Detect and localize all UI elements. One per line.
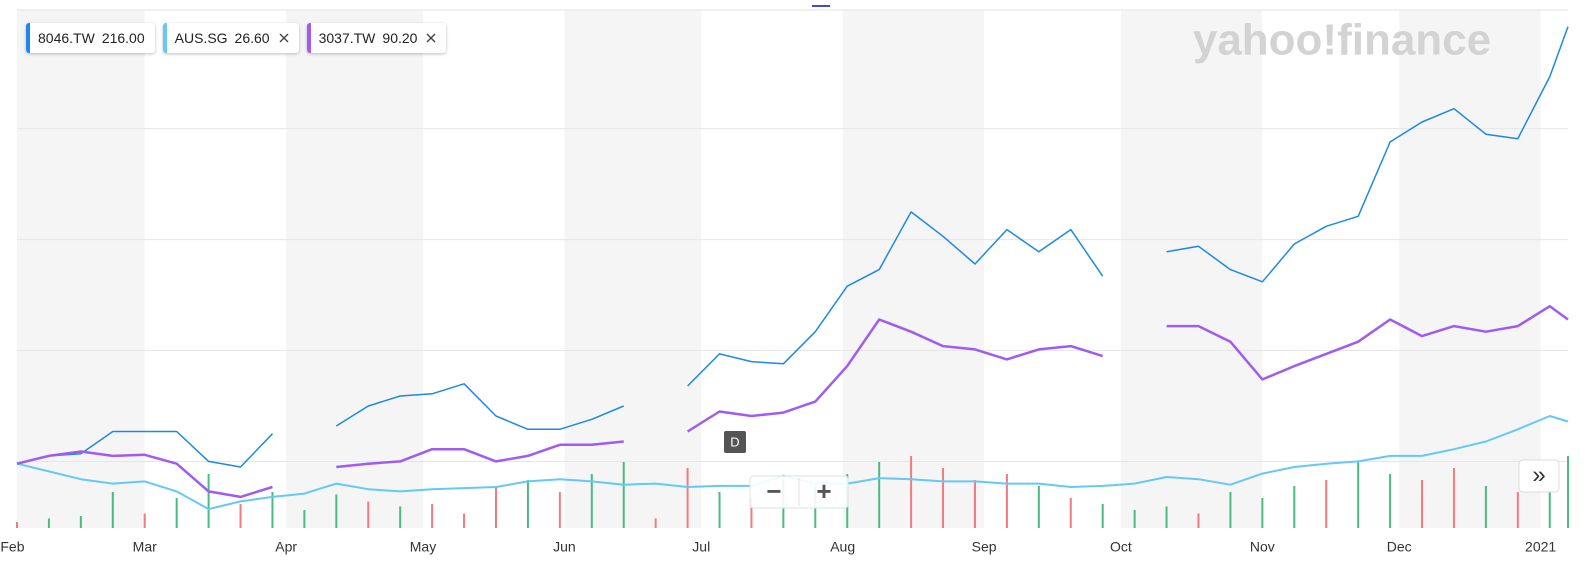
month-band [842, 10, 985, 528]
x-tick-label: May [410, 539, 436, 555]
x-tick-label: Dec [1387, 539, 1412, 555]
interval-badge[interactable] [724, 431, 746, 453]
volume-bar [431, 504, 434, 528]
x-tick-label: 2021 [1525, 539, 1556, 555]
volume-bar [878, 462, 881, 528]
volume-bar [175, 498, 178, 528]
x-tick-label: Oct [1110, 539, 1132, 555]
volume-bar [1261, 498, 1264, 528]
x-tick-label: Nov [1250, 539, 1275, 555]
watermark: yahoo!finance [1193, 16, 1491, 65]
x-tick-label: Jul [692, 539, 710, 555]
lines [16, 26, 1569, 511]
volume-bar [558, 492, 561, 528]
volume-bar [367, 501, 370, 528]
volume-bar [1548, 480, 1551, 528]
volume-bar [1165, 506, 1168, 528]
cross [426, 33, 436, 43]
volume-bar [463, 513, 466, 528]
expand-icon: » [1532, 461, 1545, 488]
legend-swatch [26, 23, 30, 53]
volume-bar [686, 468, 689, 528]
volume-bar [335, 494, 338, 528]
expand-button[interactable] [1518, 459, 1560, 493]
x-tick-label: Mar [133, 539, 157, 555]
volume-bar [239, 504, 242, 528]
legend-name: 8046.TW [38, 30, 95, 46]
month-band [1399, 10, 1541, 528]
month-band [564, 10, 702, 528]
volume-bar [718, 492, 721, 528]
volume-bar [1101, 504, 1104, 528]
month-band [17, 10, 145, 528]
x-tick-label: Aug [830, 539, 855, 555]
volume-bar [271, 492, 274, 528]
legend-item[interactable]: AUS.SG 26.60 [162, 23, 299, 53]
volume-bar [494, 486, 497, 528]
volume-bar [1037, 486, 1040, 528]
volume-bar [1452, 468, 1455, 528]
volume-bar [654, 518, 657, 528]
cross [279, 33, 289, 43]
volume-bar [526, 480, 529, 528]
remove-icon[interactable] [426, 33, 436, 43]
month-bands [17, 10, 1541, 528]
volume-bar [1197, 513, 1200, 528]
series-line [16, 26, 1569, 468]
volume-bar [1133, 510, 1136, 528]
volume-bar [1567, 456, 1569, 528]
volume-bar [111, 492, 114, 528]
volume-bar [750, 498, 753, 528]
legend-value: 90.20 [382, 30, 418, 46]
interval-label: D [730, 434, 739, 449]
volume-bar [910, 456, 913, 528]
volume-bar [47, 518, 50, 528]
volume-bar [207, 474, 210, 528]
x-tick-label: Jun [553, 539, 576, 555]
volume-bar [1484, 486, 1487, 528]
legend-swatch [162, 23, 167, 53]
volume-bar [1357, 462, 1360, 528]
volume-bar [16, 522, 18, 528]
legend-value: 26.60 [234, 30, 270, 46]
volume-bar [143, 513, 146, 528]
legend-swatch [306, 23, 311, 53]
x-axis: Feb Mar Apr May Jun Jul Aug Sep Oct Nov Dec 2021 [0, 539, 1556, 555]
legend-name: AUS.SG [174, 30, 228, 46]
volume-bar [1389, 474, 1392, 528]
legend: 8046.TW 216.00 AUS.SG 26.60 3037.TW 90.20 [26, 23, 447, 53]
grid [17, 128, 1568, 462]
volume-bar [399, 506, 402, 528]
volume-bar [1229, 492, 1232, 528]
volume-bar [303, 510, 306, 528]
volume-bar [973, 480, 976, 528]
zoom-out[interactable]: − [766, 476, 781, 506]
legend-name: 3037.TW [318, 30, 376, 46]
volume-bar [1516, 492, 1519, 528]
month-band [1120, 10, 1263, 528]
volume-bar [1293, 486, 1296, 528]
volume-bar [622, 462, 625, 528]
x-tick-label: Apr [275, 539, 297, 555]
x-tick-label: Feb [0, 539, 24, 555]
volume-bar [1421, 480, 1424, 528]
legend-item[interactable]: 8046.TW 216.00 [26, 23, 155, 53]
series-line [16, 304, 1569, 499]
zoom-in[interactable]: + [816, 476, 831, 506]
remove-icon[interactable] [279, 33, 289, 43]
volume-bar [942, 468, 945, 528]
volume-bar [79, 516, 82, 528]
legend-item[interactable]: 3037.TW 90.20 [306, 23, 447, 53]
x-tick-label: Sep [972, 539, 997, 555]
volume-bar [590, 474, 593, 528]
volume-bar [1325, 480, 1328, 528]
volume-bar [1069, 498, 1072, 528]
month-band [286, 10, 423, 528]
legend-value: 216.00 [101, 30, 145, 46]
volume-bar [1005, 474, 1008, 528]
